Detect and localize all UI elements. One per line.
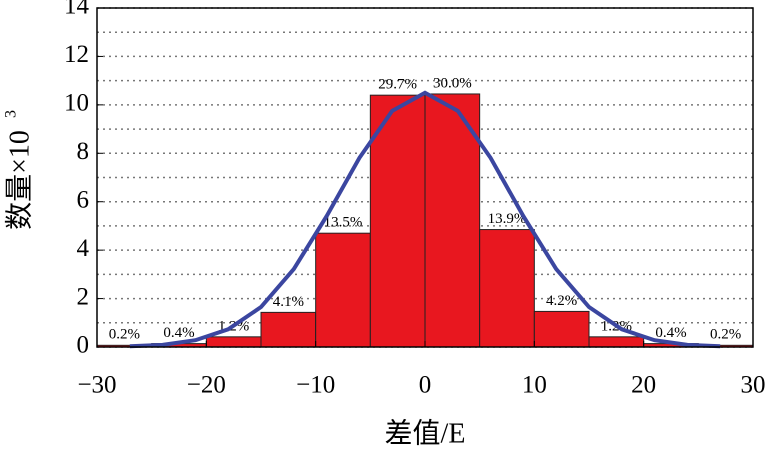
bar-label: 30.0% [433,75,472,91]
x-axis-label: 差值/E [385,417,466,449]
bar-label: 4.1% [273,294,304,310]
x-tick-label: 0 [419,372,432,399]
bar [533,310,590,348]
y-axis-label: 数量×10 [3,130,35,230]
x-tick-label: 10 [522,372,547,399]
bar-label: 4.2% [546,293,577,309]
bar-label: 0.4% [655,325,686,341]
x-tick-label: −30 [77,372,116,399]
y-tick-label: 2 [77,283,90,310]
bar [205,336,262,348]
y-tick-label: 14 [64,0,90,20]
y-tick-label: 8 [77,138,90,165]
bar [588,336,645,348]
y-axis-label-group: 数量×10 3 [3,110,36,230]
bar [369,94,426,348]
bar-label: 13.5% [324,215,363,231]
bar-label: 0.4% [163,325,194,341]
x-tick-label: −10 [296,372,335,399]
y-tick-label: 12 [64,41,89,68]
bar-label: 13.9% [488,211,527,227]
y-tick-label: 4 [77,235,90,262]
y-tick-label: 0 [77,332,90,359]
bar-label: 29.7% [378,77,417,93]
x-tick-label: 30 [741,372,766,399]
y-tick-label: 10 [64,90,89,117]
fit-curve [129,90,721,349]
bar [424,93,481,348]
bar [260,311,317,348]
bar [315,232,371,348]
x-tick-label: 20 [631,372,656,399]
bar-label: 0.2% [109,327,140,343]
y-tick-label: 6 [77,186,90,213]
bar-label: 0.2% [710,327,741,343]
x-tick-label: −20 [187,372,226,399]
bar [479,229,535,348]
y-axis-exponent: 3 [3,110,20,118]
